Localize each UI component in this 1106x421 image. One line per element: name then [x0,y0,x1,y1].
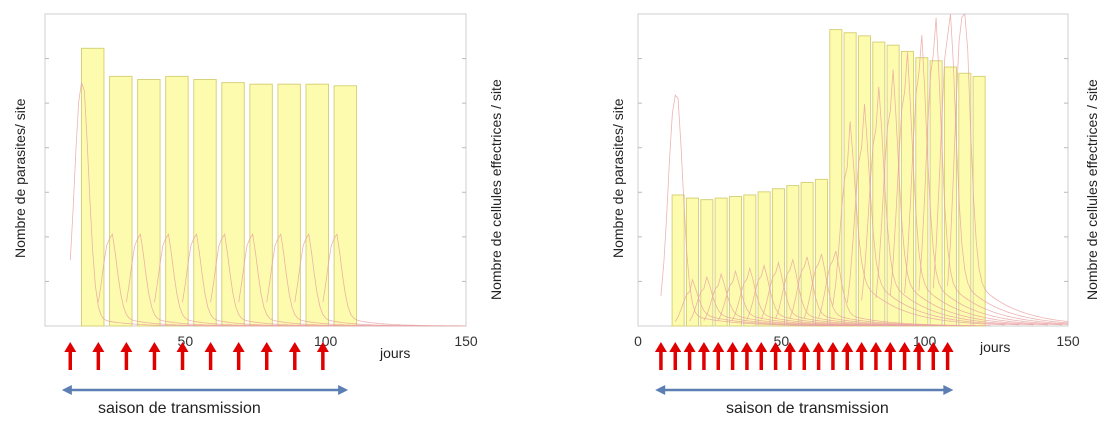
transmission-arrow-7 [232,342,245,370]
transmission-arrow-5 [176,342,189,370]
bar-1 [671,194,685,327]
transmission-arrow-17 [884,342,897,370]
parasite-curve [947,13,1069,322]
transmission-arrow-2 [92,342,105,370]
bar-14 [857,35,871,327]
transmission-arrow-1 [64,342,77,370]
transmission-arrow-5 [712,342,725,370]
bar-2 [685,197,699,327]
y-axis-label-right: Nombre de cellules effectrices / site [488,79,504,300]
transmission-arrow-10 [783,342,796,370]
chart-panel-right: 0 50 100 150 Nombre de parasites/ site Nomb… [556,0,1106,421]
bar-2 [109,75,133,327]
transmission-arrow-1 [654,342,667,370]
transmission-arrow-13 [826,342,839,370]
x-axis-unit-label: jours [380,345,411,361]
parasite-curve [904,34,1069,325]
chart-left: 50 100 150 [44,13,478,395]
x-tick-label: 150 [454,333,478,349]
bar-17 [900,50,914,327]
transmission-arrow-14 [841,342,854,370]
transmission-arrow-9 [288,342,301,370]
parasite-curve [918,17,1069,325]
season-arrow [61,385,349,395]
parasite-curve [889,52,1063,326]
bar-10 [800,181,814,327]
transmission-arrow-6 [726,342,739,370]
transmission-arrow-7 [740,342,753,370]
transmission-arrow-3 [120,342,133,370]
y-axis-label-left: Nombre de parasites/ site [12,98,28,258]
y-axis-label-right: Nombre de cellules effectrices / site [1084,79,1100,300]
transmission-arrow-8 [260,342,273,370]
bar-15 [872,41,886,327]
bar-3 [700,199,714,327]
x-tick-label: 50 [774,333,790,349]
x-tick-label: 150 [1056,333,1080,349]
bar-9 [786,185,800,327]
transmission-arrow-11 [798,342,811,370]
parasite-curve [875,69,1048,326]
bar-5 [728,196,742,327]
bar-7 [757,191,771,327]
bar-6 [743,194,757,327]
bar-22 [972,75,986,327]
parasite-curve [832,121,1005,326]
bar-10 [333,85,358,327]
transmission-arrow-8 [755,342,768,370]
bar-1 [80,47,105,327]
parasite-curve [846,103,1020,326]
transmission-arrow-10 [316,342,329,370]
transmission-arrow-12 [812,342,825,370]
x-axis-unit-label: jours [980,339,1011,355]
transmission-arrow-9 [769,342,782,370]
season-arrow [655,385,954,395]
transmission-arrow-15 [855,342,868,370]
chart-right: 0 50 100 150 [634,13,1080,395]
transmission-arrow-2 [669,342,682,370]
season-label: saison de transmission [726,400,889,417]
bar-8 [771,188,785,327]
bar-21 [958,72,972,327]
season-label: saison de transmission [98,400,261,417]
transmission-arrow-18 [898,342,911,370]
bar-4 [714,197,728,327]
parasite-curve [818,250,991,327]
transmission-arrow-19 [912,342,925,370]
y-axis-label-left: Nombre de parasites/ site [610,98,626,258]
parasite-curve [322,233,466,327]
x-tick-label: 100 [314,333,338,349]
transmission-arrow-6 [204,342,217,370]
transmission-arrow-16 [869,342,882,370]
transmission-arrow-4 [697,342,710,370]
transmission-arrow-20 [927,342,940,370]
chart-panel-left: 50 100 150 Nombre de parasites/ site Nombr… [0,0,540,421]
bar-3 [137,79,161,327]
transmission-arrow-21 [941,342,954,370]
transmission-arrow-4 [148,342,161,370]
parasite-curve [861,86,1034,326]
transmission-arrow-3 [683,342,696,370]
x-tick-label: 0 [634,333,642,349]
